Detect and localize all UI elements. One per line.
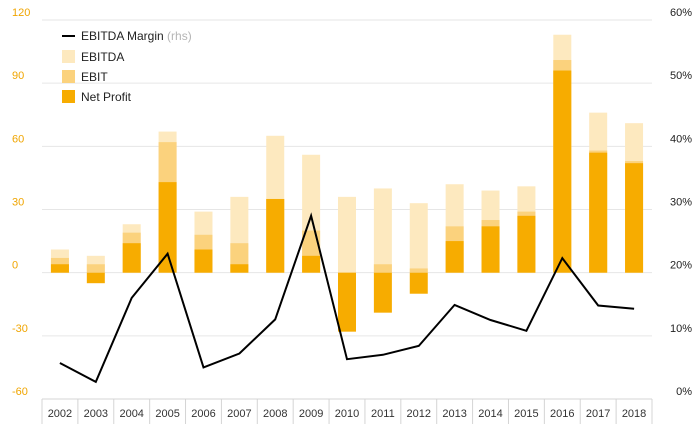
x-tick-label: 2017 — [586, 408, 610, 420]
legend-label: EBITDA — [81, 50, 124, 64]
x-tick-label: 2014 — [478, 408, 502, 420]
bar-ebitda — [409, 203, 428, 273]
x-tick-label: 2016 — [550, 408, 574, 420]
bar-net-profit — [517, 215, 536, 273]
x-tick-label: 2007 — [227, 408, 251, 420]
bar-net-profit — [50, 264, 69, 273]
bar-ebit — [373, 264, 392, 273]
x-tick-label: 2018 — [622, 408, 646, 420]
y-right-tick-label: 40% — [670, 133, 692, 145]
legend-note: (rhs) — [167, 29, 192, 43]
bar-net-profit — [158, 182, 177, 273]
bar-net-profit — [302, 255, 321, 273]
legend-label: Net Profit — [81, 90, 132, 104]
x-tick-label: 2015 — [514, 408, 538, 420]
bar-net-profit — [86, 272, 105, 284]
x-tick-label: 2002 — [48, 408, 72, 420]
y-left-tick-label: 60 — [12, 133, 24, 145]
legend-label: EBITDA Margin (rhs) — [81, 29, 192, 43]
bars — [50, 34, 644, 332]
bar-ebitda — [338, 196, 356, 273]
margin-line — [59, 212, 635, 384]
x-tick-label: 2009 — [299, 408, 323, 420]
legend: EBITDA Margin (rhs) EBITDA EBIT Net Profit — [62, 29, 192, 104]
y-right-tick-label: 30% — [670, 197, 692, 209]
legend-swatch — [62, 50, 75, 63]
margin-line-group — [59, 212, 635, 384]
x-tick-label: 2006 — [191, 408, 215, 420]
x-tick-label: 2012 — [407, 408, 431, 420]
bar-net-profit — [373, 272, 392, 313]
y-right-tick-label: 60% — [670, 7, 692, 19]
x-tick-label: 2005 — [155, 408, 179, 420]
y-left-tick-label: -30 — [12, 323, 28, 335]
bar-net-profit — [194, 249, 213, 273]
y-left-tick-label: 30 — [12, 197, 24, 209]
y-left-tick-label: 120 — [12, 7, 30, 19]
bar-net-profit — [481, 226, 500, 273]
y-right-tick-label: 50% — [670, 70, 692, 82]
bar-net-profit — [122, 243, 141, 273]
axes: -60 0% -30 10% 0 20% 30 30% 60 40% 90 50% 120 60% 2002… — [12, 7, 692, 424]
legend-swatch — [62, 90, 75, 103]
y-right-tick-label: 20% — [670, 260, 692, 272]
bar-ebitda — [373, 188, 392, 273]
bar-net-profit — [409, 272, 428, 294]
x-tick-label: 2010 — [335, 408, 359, 420]
x-tick-label: 2011 — [371, 408, 395, 420]
x-tick-label: 2003 — [84, 408, 108, 420]
legend-label: EBIT — [81, 70, 108, 84]
y-right-tick-label: 10% — [670, 323, 692, 335]
bar-net-profit — [338, 272, 356, 332]
y-left-tick-label: 90 — [12, 70, 24, 82]
bar-ebit — [86, 264, 105, 273]
bar-net-profit — [553, 70, 572, 273]
bar-net-profit — [266, 198, 285, 273]
x-tick-label: 2013 — [442, 408, 466, 420]
bar-net-profit — [625, 163, 644, 273]
y-left-tick-label: 0 — [12, 260, 18, 272]
y-right-tick-label: 0% — [676, 386, 692, 398]
y-left-tick-label: -60 — [12, 386, 28, 398]
bar-net-profit — [445, 241, 464, 273]
x-tick-label: 2004 — [119, 408, 143, 420]
bar-net-profit — [230, 264, 249, 273]
legend-swatch — [62, 70, 75, 83]
bar-net-profit — [589, 152, 608, 273]
x-tick-label: 2008 — [263, 408, 287, 420]
bar-ebit — [409, 268, 428, 273]
